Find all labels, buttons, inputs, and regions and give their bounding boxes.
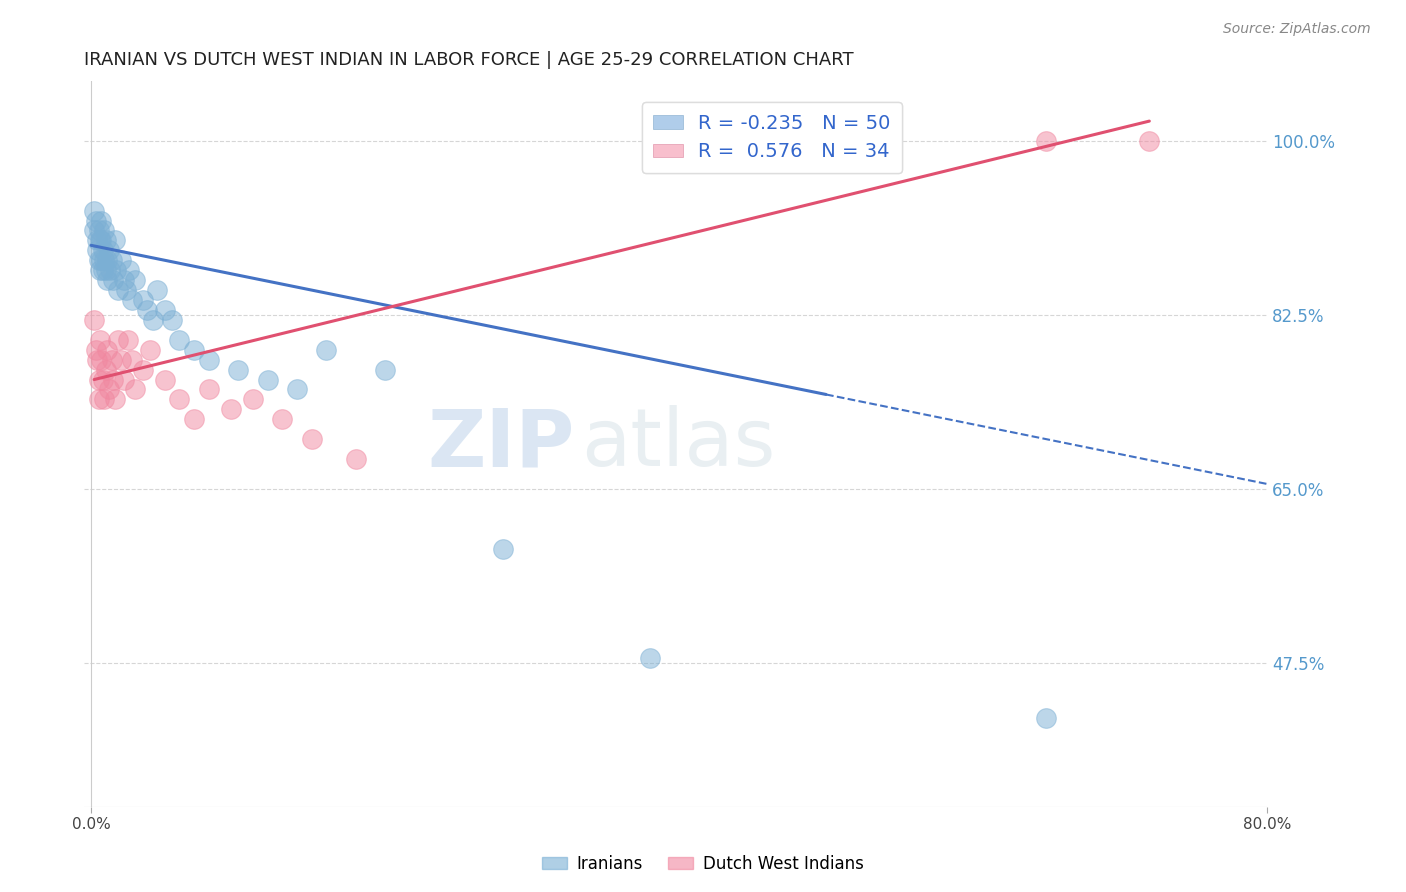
Point [124, 273, 146, 287]
Point [1035, 710, 1057, 724]
Point [242, 392, 264, 407]
Point [136, 303, 159, 318]
Point [83, 203, 105, 218]
Point [183, 412, 205, 426]
Point [160, 313, 183, 327]
Point [112, 273, 135, 287]
Point [256, 373, 278, 387]
Point [169, 392, 191, 407]
Point [110, 253, 132, 268]
Point [87, 373, 110, 387]
Point [103, 373, 125, 387]
Point [638, 651, 661, 665]
Point [131, 362, 153, 376]
Point [118, 263, 141, 277]
Point [86, 244, 108, 258]
Point [110, 352, 132, 367]
Text: Source: ZipAtlas.com: Source: ZipAtlas.com [1223, 22, 1371, 37]
Point [94, 233, 117, 247]
Text: atlas: atlas [581, 405, 775, 483]
Point [153, 373, 176, 387]
Point [315, 343, 337, 357]
Point [86, 352, 108, 367]
Point [107, 283, 129, 297]
Point [91, 263, 114, 277]
Point [93, 253, 115, 268]
Point [117, 333, 139, 347]
Point [94, 362, 117, 376]
Point [197, 383, 219, 397]
Point [146, 283, 169, 297]
Point [153, 303, 176, 318]
Point [344, 452, 367, 467]
Point [219, 402, 242, 417]
Point [1035, 134, 1057, 148]
Point [84, 343, 107, 357]
Point [104, 233, 127, 247]
Point [301, 432, 323, 446]
Point [98, 263, 121, 277]
Point [89, 263, 111, 277]
Point [169, 333, 191, 347]
Point [492, 541, 515, 556]
Legend: Iranians, Dutch West Indians: Iranians, Dutch West Indians [536, 848, 870, 880]
Point [104, 392, 127, 407]
Point [86, 233, 108, 247]
Point [121, 352, 143, 367]
Legend: R = -0.235   N = 50, R =  0.576   N = 34: R = -0.235 N = 50, R = 0.576 N = 34 [641, 102, 903, 173]
Point [97, 383, 120, 397]
Point [374, 362, 396, 376]
Point [121, 293, 143, 307]
Point [131, 293, 153, 307]
Point [93, 392, 115, 407]
Point [103, 273, 125, 287]
Point [87, 223, 110, 237]
Point [87, 392, 110, 407]
Point [96, 343, 118, 357]
Point [96, 273, 118, 287]
Text: IRANIAN VS DUTCH WEST INDIAN IN LABOR FORCE | AGE 25-29 CORRELATION CHART: IRANIAN VS DUTCH WEST INDIAN IN LABOR FO… [84, 51, 853, 69]
Point [93, 223, 115, 237]
Point [1137, 134, 1160, 148]
Point [87, 253, 110, 268]
Point [197, 352, 219, 367]
Point [183, 343, 205, 357]
Point [142, 313, 165, 327]
Point [226, 362, 249, 376]
Point [83, 223, 105, 237]
Point [83, 313, 105, 327]
Point [90, 233, 112, 247]
Point [84, 213, 107, 227]
Point [91, 373, 114, 387]
Point [112, 373, 135, 387]
Text: ZIP: ZIP [427, 405, 575, 483]
Point [105, 263, 128, 277]
Point [115, 283, 138, 297]
Point [285, 383, 308, 397]
Point [89, 233, 111, 247]
Point [90, 253, 112, 268]
Point [107, 333, 129, 347]
Point [96, 253, 118, 268]
Point [139, 343, 162, 357]
Point [90, 213, 112, 227]
Point [124, 383, 146, 397]
Point [97, 244, 120, 258]
Point [271, 412, 294, 426]
Point [91, 244, 114, 258]
Point [100, 352, 122, 367]
Point [90, 352, 112, 367]
Point [100, 253, 122, 268]
Point [94, 263, 117, 277]
Point [89, 333, 111, 347]
